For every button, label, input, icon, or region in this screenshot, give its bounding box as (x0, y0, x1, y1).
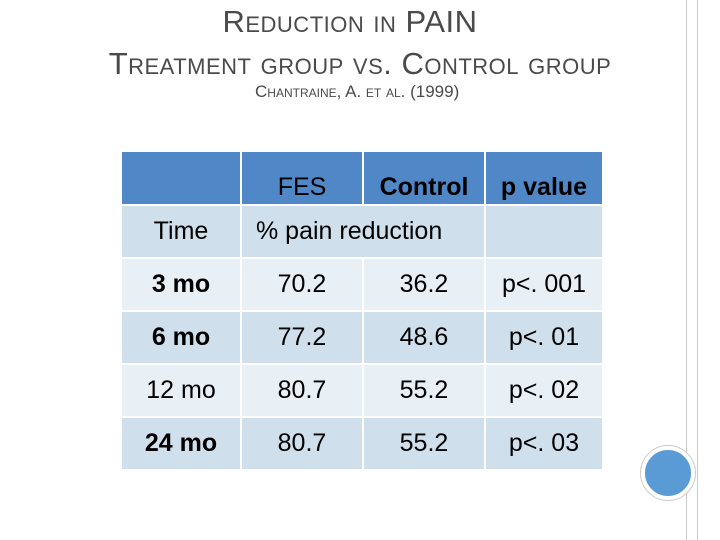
table-row: 24 mo 80.7 55.2 p<. 03 (120, 416, 604, 471)
table-header-row: FES Control p value (120, 150, 604, 206)
slide-border-decoration (686, 0, 698, 540)
row-time: 6 mo (120, 310, 242, 365)
header-blank-cell (120, 150, 242, 206)
table-subheader-row: Time % pain reduction (120, 204, 604, 259)
decorative-circle (641, 446, 695, 500)
row-fes-value: 77.2 (240, 310, 364, 365)
row-p-value: p<. 03 (484, 416, 604, 471)
row-control-value: 55.2 (362, 416, 486, 471)
subheader-blank (484, 204, 604, 259)
table-row: 3 mo 70.2 36.2 p<. 001 (120, 257, 604, 312)
slide-subtitle: Chantraine, A. et al. (1999) (255, 82, 460, 101)
table-row: 6 mo 77.2 48.6 p<. 01 (120, 310, 604, 365)
slide-title-line2: Treatment group vs. Control group (108, 46, 612, 81)
header-p-value: p value (484, 150, 604, 206)
header-control: Control (362, 150, 486, 206)
results-table: FES Control p value Time % pain reductio… (120, 150, 604, 471)
row-p-value: p<. 001 (484, 257, 604, 312)
slide-title-line1: Reduction in PAIN (222, 4, 478, 39)
row-control-value: 48.6 (362, 310, 486, 365)
subheader-measure: % pain reduction (240, 204, 486, 259)
row-time: 24 mo (120, 416, 242, 471)
row-fes-value: 70.2 (240, 257, 364, 312)
header-fes: FES (240, 150, 364, 206)
row-fes-value: 80.7 (240, 363, 364, 418)
row-p-value: p<. 01 (484, 310, 604, 365)
row-control-value: 55.2 (362, 363, 486, 418)
row-time: 12 mo (120, 363, 242, 418)
row-p-value: p<. 02 (484, 363, 604, 418)
row-fes-value: 80.7 (240, 416, 364, 471)
row-control-value: 36.2 (362, 257, 486, 312)
subheader-time: Time (120, 204, 242, 259)
row-time: 3 mo (120, 257, 242, 312)
table-row: 12 mo 80.7 55.2 p<. 02 (120, 363, 604, 418)
